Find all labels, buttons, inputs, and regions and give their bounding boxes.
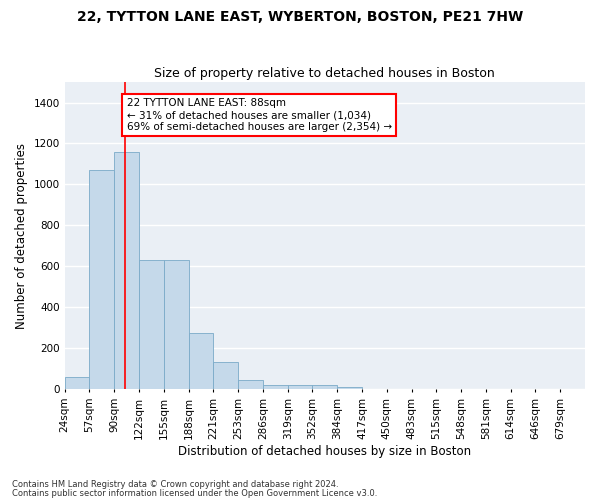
Text: 22 TYTTON LANE EAST: 88sqm
← 31% of detached houses are smaller (1,034)
69% of s: 22 TYTTON LANE EAST: 88sqm ← 31% of deta… (127, 98, 392, 132)
Text: Contains HM Land Registry data © Crown copyright and database right 2024.: Contains HM Land Registry data © Crown c… (12, 480, 338, 489)
Bar (263, 385, 287, 389)
Bar (287, 386, 313, 389)
X-axis label: Distribution of detached houses by size in Boston: Distribution of detached houses by size … (178, 444, 472, 458)
Bar (313, 385, 337, 389)
Y-axis label: Number of detached properties: Number of detached properties (15, 142, 28, 328)
Bar (164, 260, 188, 389)
Title: Size of property relative to detached houses in Boston: Size of property relative to detached ho… (154, 66, 495, 80)
Bar (214, 362, 238, 389)
Text: 22, TYTTON LANE EAST, WYBERTON, BOSTON, PE21 7HW: 22, TYTTON LANE EAST, WYBERTON, BOSTON, … (77, 10, 523, 24)
Bar (337, 386, 362, 389)
Bar (238, 380, 263, 389)
Bar (114, 152, 139, 389)
Bar (188, 333, 214, 389)
Bar (89, 170, 114, 389)
Text: Contains public sector information licensed under the Open Government Licence v3: Contains public sector information licen… (12, 488, 377, 498)
Bar (65, 377, 89, 389)
Bar (139, 260, 164, 389)
